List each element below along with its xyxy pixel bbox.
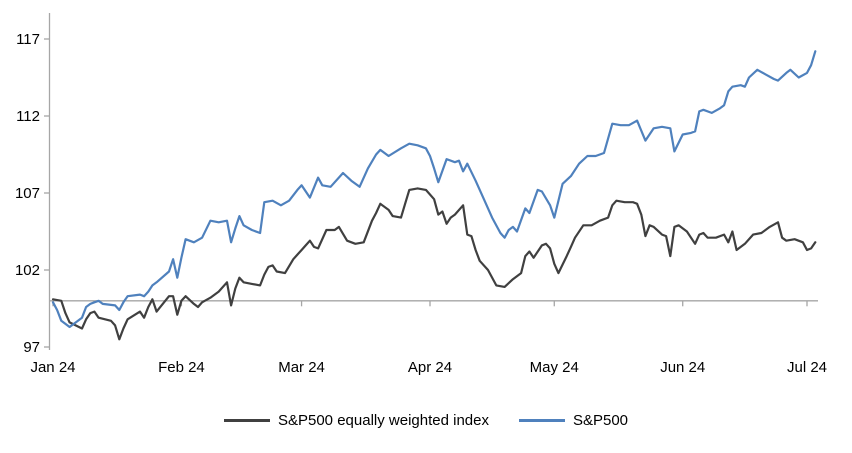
legend-label-sp500-ew: S&P500 equally weighted index	[277, 412, 489, 429]
x-tick-label: Mar 24	[278, 359, 325, 376]
y-tick-label: 107	[15, 185, 40, 202]
series-line-sp500	[51, 50, 817, 329]
x-tick-label: Jun 24	[660, 359, 705, 376]
x-tick-label: Jul 24	[787, 359, 827, 376]
legend-swatch-sp500-ew	[223, 419, 270, 422]
x-tick-label: Feb 24	[158, 359, 205, 376]
legend-swatch-sp500	[518, 419, 565, 422]
x-tick-label: May 24	[530, 359, 579, 376]
series-line-sp500-ew	[51, 187, 817, 341]
chart-legend: S&P500 equally weighted index S&P500	[0, 412, 852, 429]
legend-item-sp500-ew: S&P500 equally weighted index	[223, 412, 489, 429]
y-tick-label: 97	[23, 339, 40, 356]
x-tick-label: Apr 24	[408, 359, 452, 376]
x-tick-label: Jan 24	[30, 359, 75, 376]
legend-item-sp500: S&P500	[518, 412, 629, 429]
legend-label-sp500: S&P500	[572, 412, 629, 429]
y-tick-label: 102	[15, 262, 40, 279]
y-tick-label: 117	[16, 31, 40, 48]
y-tick-label: 112	[16, 108, 40, 125]
chart-canvas: Jan 24 Feb 24 Mar 24 Apr 24 May 24 Jun 24 Jul …	[15, 13, 827, 376]
